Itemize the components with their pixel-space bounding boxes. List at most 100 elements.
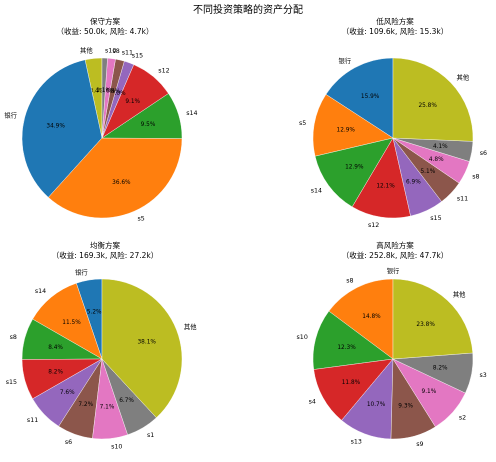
- slice-label: 其他: [80, 46, 93, 55]
- chart-subtitle: （收益: 50.0k, 风险: 4.7k）: [57, 26, 154, 36]
- slice-percent-label: 7.6%: [60, 390, 75, 396]
- slice-percent-label: 12.1%: [376, 183, 395, 189]
- pie-slice: [312, 94, 394, 157]
- slice-percent-label: 11.5%: [62, 320, 81, 326]
- pie-slice: [101, 278, 183, 418]
- slice-label: s8: [112, 48, 119, 55]
- pie-slice: [392, 278, 473, 360]
- slice-percent-label: 8.2%: [433, 366, 448, 372]
- slice-percent-label: 12.3%: [337, 345, 356, 351]
- figure-title: 不同投资策略的资产分配: [193, 3, 303, 16]
- slice-percent-label: 11.8%: [342, 380, 361, 386]
- slice-label: s12: [158, 68, 169, 75]
- slice-percent-label: 10.7%: [367, 402, 386, 408]
- slice-label: s3: [480, 372, 487, 379]
- chart-subtitle: （收益: 169.3k, 风险: 27.2k）: [52, 250, 158, 260]
- slice-percent-label: 7.1%: [100, 405, 115, 411]
- slice-label: s11: [27, 417, 38, 424]
- slice-percent-label: 6.7%: [119, 398, 134, 404]
- slice-percent-label: 7.2%: [78, 402, 93, 408]
- pie-slice: [325, 57, 394, 139]
- slice-label: s8: [472, 173, 479, 180]
- slice-label: s13: [351, 439, 362, 446]
- slice-percent-label: 38.1%: [137, 339, 156, 345]
- slice-percent-label: 4.8%: [429, 157, 444, 163]
- pie-slice: [314, 137, 394, 208]
- slice-percent-label: 8.2%: [48, 370, 63, 376]
- slice-label: s5: [299, 120, 306, 127]
- slice-percent-label: 36.6%: [112, 180, 131, 186]
- slice-percent-label: 5.2%: [87, 310, 102, 316]
- slice-label: s11: [122, 49, 133, 56]
- slice-percent-label: 23.8%: [416, 322, 435, 328]
- pie-slice: [312, 310, 394, 370]
- slice-label: s6: [65, 439, 72, 446]
- pie-chart-conservative: 保守方案 （收益: 50.0k, 风险: 4.7k） 其他 3.4% 银行 34.9%…: [4, 16, 197, 223]
- slice-label: 其他: [184, 322, 197, 331]
- slice-label: 银行: [387, 266, 400, 275]
- chart-title: 保守方案: [90, 16, 120, 26]
- slice-label: s10: [297, 334, 308, 341]
- slice-label: s9: [416, 441, 423, 448]
- slice-label: s15: [132, 52, 143, 59]
- slice-label: 其他: [457, 72, 470, 81]
- slice-percent-label: 4.1%: [433, 144, 448, 150]
- slice-label: s10: [111, 444, 122, 451]
- pie-slice: [392, 57, 474, 142]
- slice-label: s14: [186, 110, 197, 117]
- slice-percent-label: 9.1%: [125, 99, 140, 105]
- slice-label: s15: [430, 215, 441, 222]
- slice-label: s1: [147, 432, 154, 439]
- pie-slices: 银行 5.2% s14 11.5% s8 8.4% s15 8.2% s11 7.6% s6 7.2%…: [6, 267, 197, 450]
- slice-percent-label: 2.0%: [111, 91, 126, 97]
- slice-label: s14: [311, 187, 322, 194]
- slice-percent-label: 3.4%: [90, 88, 105, 94]
- slice-label: s15: [6, 379, 17, 386]
- slice-percent-label: 25.8%: [418, 103, 437, 109]
- pie-slice: [351, 137, 411, 219]
- chart-subtitle: （收益: 109.6k, 风险: 15.3k）: [342, 26, 448, 36]
- slice-label: s11: [457, 196, 468, 203]
- slice-label: s5: [137, 216, 144, 223]
- slice-label: 其他: [453, 290, 466, 299]
- pie-slices: 银行0.0%s814.8%s1012.3%s411.8%s1310.7%s99.…: [297, 266, 487, 448]
- pie-chart-balanced: 均衡方案 （收益: 169.3k, 风险: 27.2k） 银行 5.2% s14 11…: [6, 240, 197, 451]
- slice-percent-label: 14.8%: [362, 314, 381, 320]
- slice-percent-label: 1.6%: [100, 88, 115, 94]
- pie-slices: 银行 15.9% s5 12.9% s14 12.9% s12 12.1% s15 6.9% s11…: [299, 56, 487, 229]
- slice-label: 银行: [75, 267, 88, 276]
- slice-label: 银行: [338, 56, 351, 65]
- slice-label: s4: [309, 399, 316, 406]
- chart-title: 高风险方案: [376, 240, 414, 250]
- pie-slice: [21, 59, 103, 198]
- pie-slice: [48, 137, 183, 219]
- chart-subtitle: （收益: 252.8k, 风险: 47.7k）: [342, 250, 448, 260]
- pie-chart-high-risk: 高风险方案 （收益: 252.8k, 风险: 47.7k） 银行0.0%s814…: [297, 240, 487, 448]
- slice-percent-label: 9.3%: [398, 403, 413, 409]
- slice-label: s8: [346, 278, 353, 285]
- slice-percent-label: 12.9%: [337, 128, 356, 134]
- pie-slice: [101, 57, 108, 139]
- slice-percent-label: 1.1%: [96, 88, 111, 94]
- slice-percent-label: 9.1%: [422, 389, 437, 395]
- slice-label: s12: [368, 222, 379, 229]
- pie-slice: [328, 278, 394, 360]
- slice-percent-label: 8.4%: [48, 345, 63, 351]
- slice-label: s14: [35, 288, 46, 295]
- slice-percent-label: 34.9%: [46, 124, 65, 130]
- slice-label: s2: [459, 415, 466, 422]
- slice-percent-label: 6.9%: [406, 179, 421, 185]
- pie-chart-low-risk: 低风险方案 （收益: 109.6k, 风险: 15.3k） 银行 15.9% s5 1…: [299, 16, 487, 229]
- chart-title: 均衡方案: [90, 240, 120, 250]
- slice-label: s8: [10, 334, 17, 341]
- slice-percent-label: 1.8%: [105, 89, 120, 95]
- slice-percent-label: 12.9%: [345, 164, 364, 170]
- slice-percent-label: 9.5%: [141, 122, 156, 128]
- slice-label: s6: [480, 150, 487, 157]
- slice-percent-label: 15.9%: [361, 94, 380, 100]
- pie-slices: 其他 3.4% 银行 34.9% s5 36.6% s14 9.5% s12 9.1% s15 2.0…: [4, 46, 197, 223]
- slice-label: 银行: [4, 111, 17, 120]
- slice-label: s10: [105, 47, 116, 54]
- chart-title: 低风险方案: [376, 16, 414, 26]
